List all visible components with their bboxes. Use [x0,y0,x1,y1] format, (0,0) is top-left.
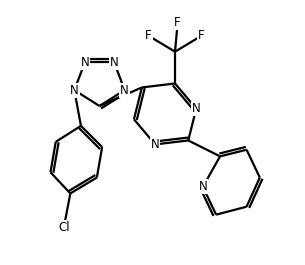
Text: N: N [70,83,79,97]
Text: N: N [199,180,207,193]
Text: N: N [81,56,89,69]
Text: F: F [174,16,181,29]
Text: N: N [110,56,118,69]
Text: Cl: Cl [58,221,70,235]
Text: F: F [198,29,205,42]
Text: F: F [145,29,152,42]
Text: N: N [192,102,201,115]
Text: N: N [151,138,160,151]
Text: N: N [120,83,129,97]
